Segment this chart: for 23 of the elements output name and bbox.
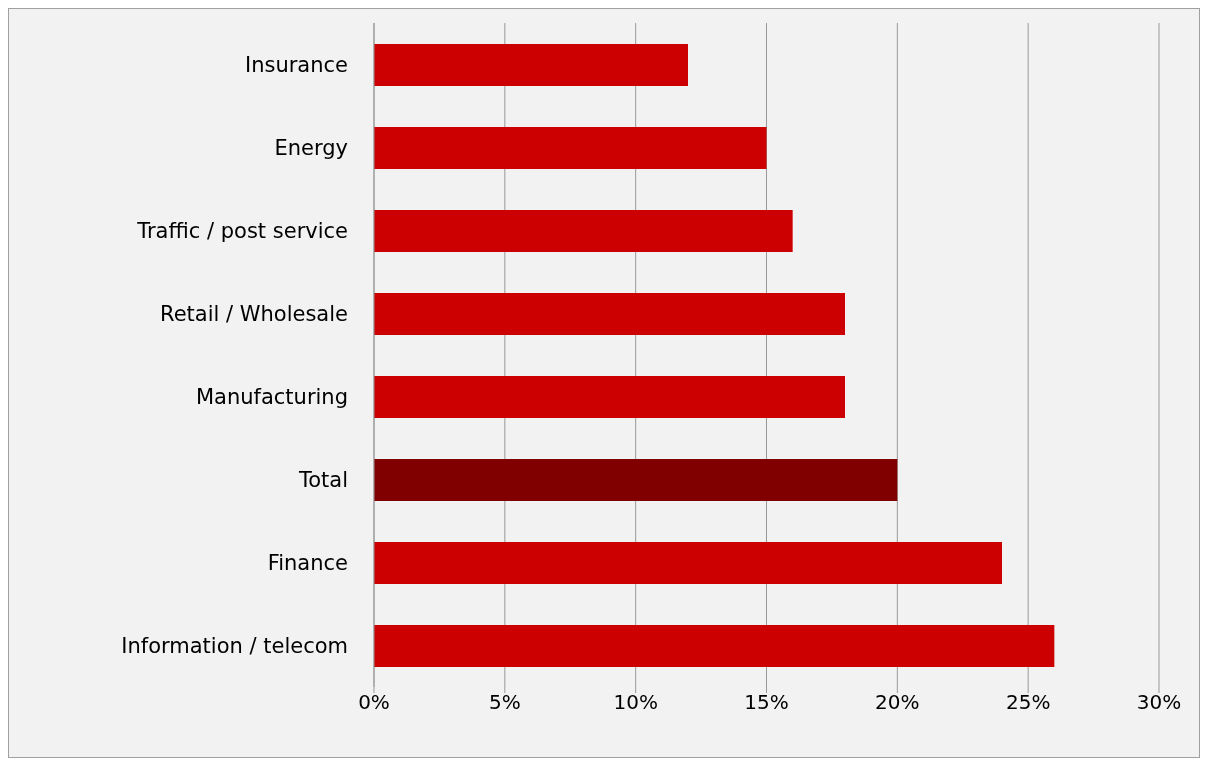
bar: [374, 127, 767, 169]
x-tick-label: 30%: [1136, 690, 1182, 715]
x-tick-label: 10%: [613, 690, 658, 715]
y-tick-label: Finance: [267, 550, 348, 575]
y-tick-label: Retail / Wholesale: [159, 301, 348, 326]
x-tick-label: 25%: [1005, 690, 1051, 715]
y-tick-label: Insurance: [244, 52, 348, 77]
bar: [374, 293, 845, 335]
y-tick-label: Traffic / post service: [136, 218, 348, 243]
y-tick-label: Information / telecom: [121, 633, 348, 658]
y-tick-label: Energy: [274, 135, 348, 160]
x-tick-label: 20%: [875, 690, 920, 715]
bar: [374, 625, 1055, 667]
bar: [374, 44, 688, 86]
x-tick-label: 15%: [744, 690, 789, 715]
bar: [374, 459, 898, 501]
x-tick-label: 0%: [358, 690, 390, 715]
bar: [374, 542, 1002, 584]
x-tick-label: 5%: [488, 690, 521, 715]
bar: [374, 376, 845, 418]
bar: [374, 210, 793, 252]
y-tick-label: Manufacturing: [195, 384, 348, 409]
y-tick-label: Total: [297, 467, 348, 492]
